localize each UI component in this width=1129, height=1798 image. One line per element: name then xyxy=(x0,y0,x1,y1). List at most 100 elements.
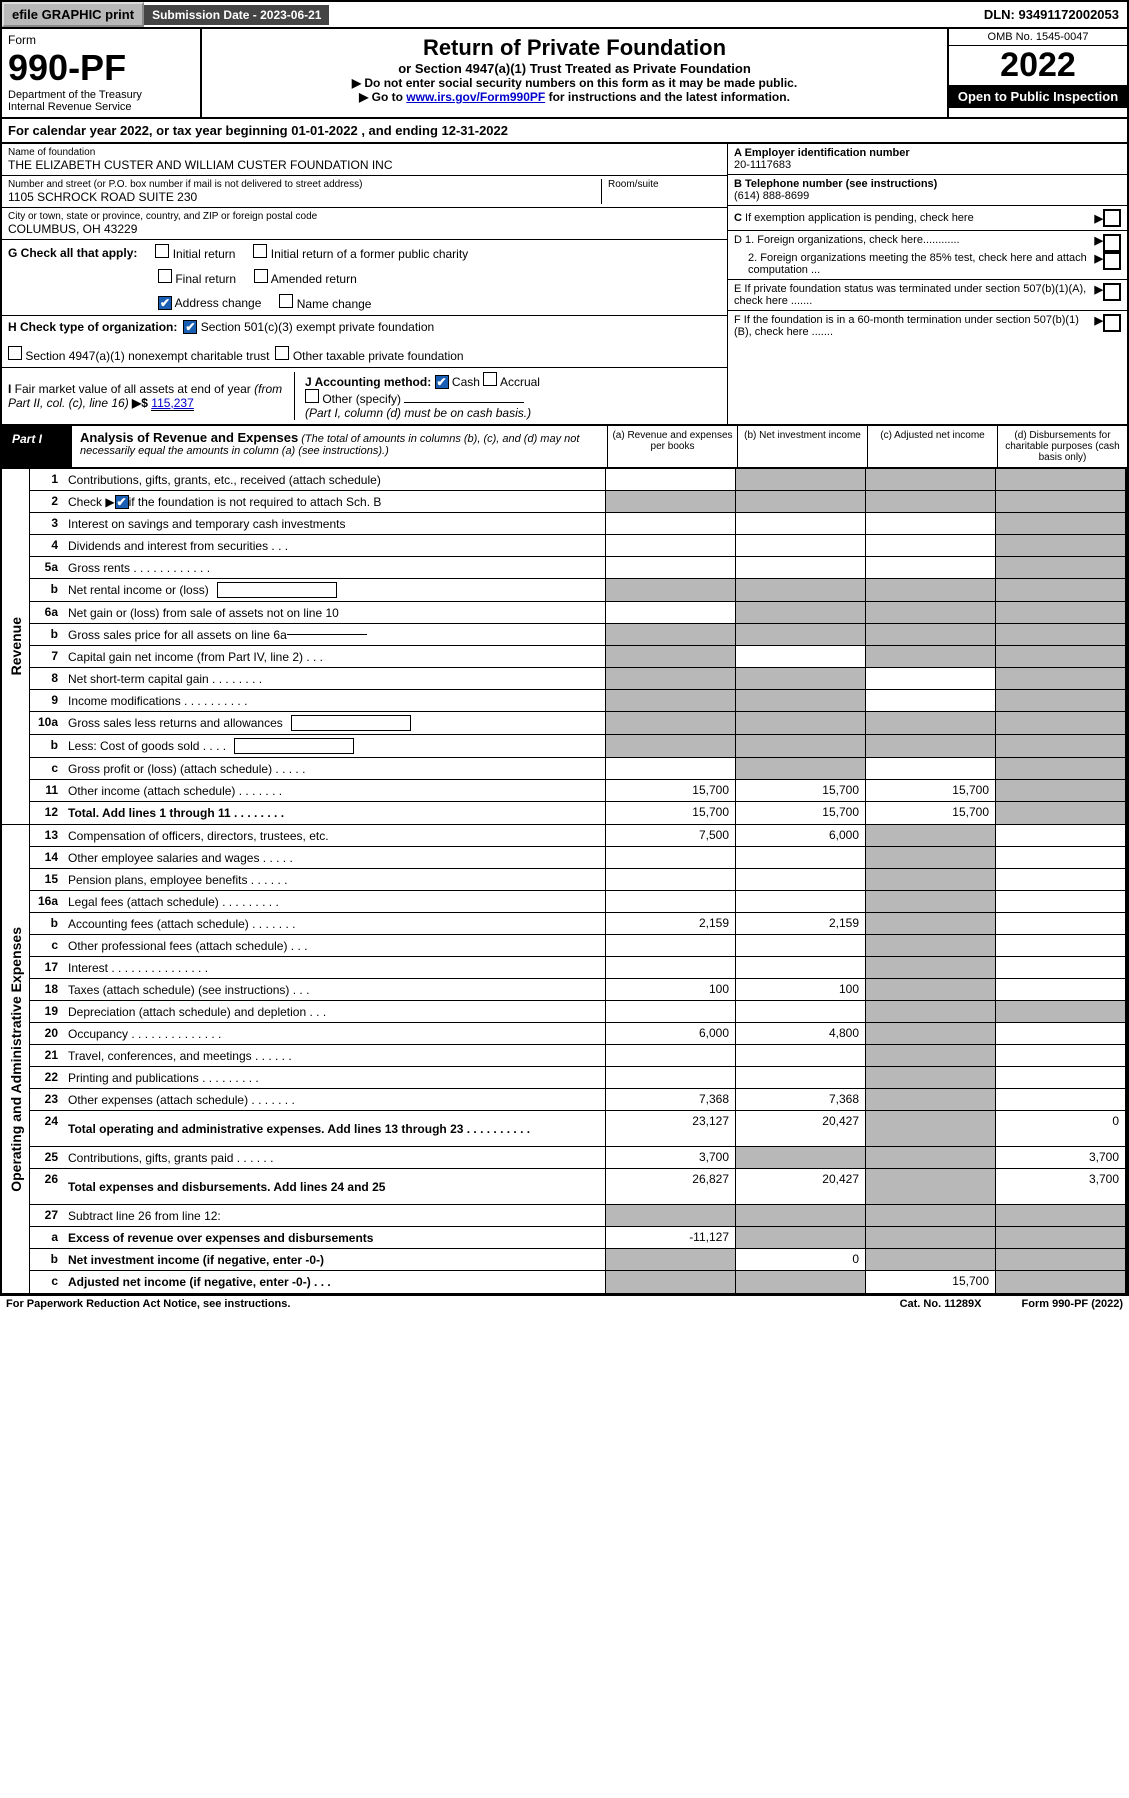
ln-27c: c xyxy=(30,1271,64,1293)
desc-5a: Gross rents . . . . . . . . . . . . xyxy=(64,557,605,578)
ln-9: 9 xyxy=(30,690,64,711)
lbl-initial-return: Initial return xyxy=(173,247,236,261)
lbl-4947a1: Section 4947(a)(1) nonexempt charitable … xyxy=(25,349,269,363)
calendar-year-line: For calendar year 2022, or tax year begi… xyxy=(0,119,1129,144)
ln-5b: b xyxy=(30,579,64,601)
amt-11b: 15,700 xyxy=(735,780,865,801)
top-bar: efile GRAPHIC print Submission Date - 20… xyxy=(0,0,1129,29)
desc-15: Pension plans, employee benefits . . . .… xyxy=(64,869,605,890)
entity-info: Name of foundation THE ELIZABETH CUSTER … xyxy=(0,144,1129,424)
amt-12c: 15,700 xyxy=(865,802,995,824)
cb-initial-return[interactable] xyxy=(155,244,169,258)
form-title: Return of Private Foundation xyxy=(208,35,941,61)
cb-terminated[interactable] xyxy=(1103,283,1121,301)
ln-11: 11 xyxy=(30,780,64,801)
cb-foreign-org[interactable] xyxy=(1103,234,1121,252)
room-label: Room/suite xyxy=(608,179,721,190)
cb-final-return[interactable] xyxy=(158,269,172,283)
amt-23b: 7,368 xyxy=(735,1089,865,1110)
desc-8: Net short-term capital gain . . . . . . … xyxy=(64,668,605,689)
paperwork-notice: For Paperwork Reduction Act Notice, see … xyxy=(6,1298,290,1310)
foundation-name: THE ELIZABETH CUSTER AND WILLIAM CUSTER … xyxy=(8,158,721,172)
ln-22: 22 xyxy=(30,1067,64,1088)
ln-19: 19 xyxy=(30,1001,64,1022)
addr-label: Number and street (or P.O. box number if… xyxy=(8,179,601,190)
g-label: G Check all that apply: xyxy=(8,246,137,260)
desc-5b: Net rental income or (loss) xyxy=(64,579,605,601)
form-ref: Form 990-PF (2022) xyxy=(1022,1298,1123,1310)
desc-26: Total expenses and disbursements. Add li… xyxy=(64,1169,605,1204)
form-number: 990-PF xyxy=(8,47,194,89)
cb-85pct[interactable] xyxy=(1103,252,1121,270)
lbl-address-change: Address change xyxy=(175,296,262,310)
d2-label: 2. Foreign organizations meeting the 85%… xyxy=(734,252,1095,276)
desc-16a: Legal fees (attach schedule) . . . . . .… xyxy=(64,891,605,912)
amt-24b: 20,427 xyxy=(735,1111,865,1146)
ln-16c: c xyxy=(30,935,64,956)
street-address: 1105 SCHROCK ROAD SUITE 230 xyxy=(8,190,601,204)
part1-title: Analysis of Revenue and Expenses xyxy=(80,430,298,445)
cb-cash[interactable]: ✔ xyxy=(435,375,449,389)
cb-other-method[interactable] xyxy=(305,389,319,403)
desc-10b: Less: Cost of goods sold . . . . xyxy=(64,735,605,757)
ln-26: 26 xyxy=(30,1169,64,1204)
amt-26b: 20,427 xyxy=(735,1169,865,1204)
cb-initial-former[interactable] xyxy=(253,244,267,258)
desc-13: Compensation of officers, directors, tru… xyxy=(64,825,605,846)
col-d-header: (d) Disbursements for charitable purpose… xyxy=(997,426,1127,467)
city-state-zip: COLUMBUS, OH 43229 xyxy=(8,222,721,236)
desc-14: Other employee salaries and wages . . . … xyxy=(64,847,605,868)
irs: Internal Revenue Service xyxy=(8,101,194,113)
page-footer: For Paperwork Reduction Act Notice, see … xyxy=(0,1295,1129,1312)
cb-60month[interactable] xyxy=(1103,314,1121,332)
d1-label: D 1. Foreign organizations, check here..… xyxy=(734,234,1095,252)
ln-10c: c xyxy=(30,758,64,779)
irs-link[interactable]: www.irs.gov/Form990PF xyxy=(406,90,545,104)
instr-ssn: ▶ Do not enter social security numbers o… xyxy=(208,76,941,90)
cb-other-taxable[interactable] xyxy=(275,346,289,360)
form-word: Form xyxy=(8,33,194,47)
amt-12b: 15,700 xyxy=(735,802,865,824)
lbl-name-change: Name change xyxy=(297,297,372,311)
instr-link-line: ▶ Go to www.irs.gov/Form990PF for instru… xyxy=(208,90,941,104)
cb-accrual[interactable] xyxy=(483,372,497,386)
arrow-icon: ▶$ xyxy=(132,396,148,410)
efile-print-button[interactable]: efile GRAPHIC print xyxy=(2,2,144,27)
lbl-amended: Amended return xyxy=(271,272,357,286)
amt-25a: 3,700 xyxy=(605,1147,735,1168)
ln-20: 20 xyxy=(30,1023,64,1044)
ln-10a: 10a xyxy=(30,712,64,734)
cb-sch-b[interactable]: ✔ xyxy=(115,495,129,509)
ln-14: 14 xyxy=(30,847,64,868)
col-a-header: (a) Revenue and expenses per books xyxy=(607,426,737,467)
instr-post: for instructions and the latest informat… xyxy=(545,90,790,104)
cb-address-change[interactable]: ✔ xyxy=(158,296,172,310)
ln-10b: b xyxy=(30,735,64,757)
cb-501c3[interactable]: ✔ xyxy=(183,320,197,334)
ln-5a: 5a xyxy=(30,557,64,578)
desc-16c: Other professional fees (attach schedule… xyxy=(64,935,605,956)
desc-16b: Accounting fees (attach schedule) . . . … xyxy=(64,913,605,934)
part1-body: Revenue 1Contributions, gifts, grants, e… xyxy=(0,469,1129,1295)
cb-4947a1[interactable] xyxy=(8,346,22,360)
lbl-final-return: Final return xyxy=(175,272,236,286)
j-label: J Accounting method: xyxy=(305,375,431,389)
dln: DLN: 93491172002053 xyxy=(976,4,1127,25)
amt-27bb: 0 xyxy=(735,1249,865,1270)
fmv-value[interactable]: 115,237 xyxy=(151,396,194,411)
desc-10a: Gross sales less returns and allowances xyxy=(64,712,605,734)
ln-16b: b xyxy=(30,913,64,934)
e-label: E If private foundation status was termi… xyxy=(734,283,1095,307)
cb-exemption-pending[interactable] xyxy=(1103,209,1121,227)
desc-27c: Adjusted net income (if negative, enter … xyxy=(64,1271,605,1293)
desc-6a: Net gain or (loss) from sale of assets n… xyxy=(64,602,605,623)
phone-value: (614) 888-8699 xyxy=(734,190,809,202)
submission-date: Submission Date - 2023-06-21 xyxy=(144,5,329,25)
ln-27: 27 xyxy=(30,1205,64,1226)
amt-11c: 15,700 xyxy=(865,780,995,801)
cb-amended[interactable] xyxy=(254,269,268,283)
part1-label: Part I xyxy=(2,426,72,467)
cb-name-change[interactable] xyxy=(279,294,293,308)
ln-23: 23 xyxy=(30,1089,64,1110)
omb-number: OMB No. 1545-0047 xyxy=(949,29,1127,46)
